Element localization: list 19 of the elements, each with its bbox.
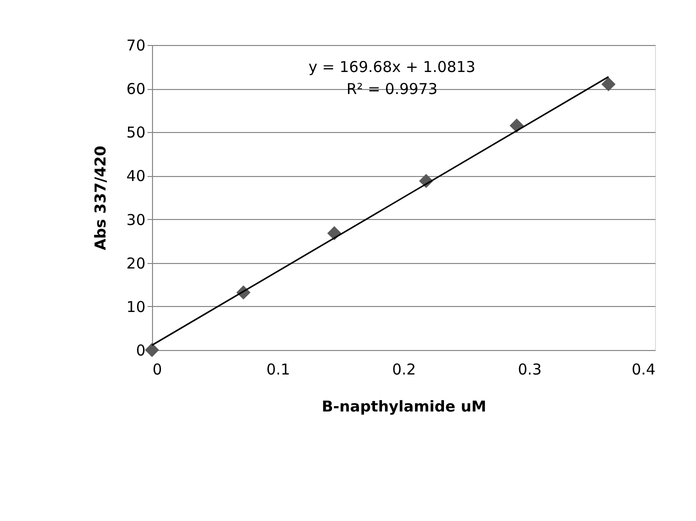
y-tick-label: 20 (126, 254, 146, 272)
x-tick-label: 0.2 (392, 360, 416, 378)
point (144, 342, 160, 358)
y-tick-label: 50 (126, 124, 146, 142)
point (601, 77, 616, 92)
x-axis-title: B-napthylamide uM (322, 398, 486, 416)
x-tick-label: 0.4 (632, 360, 656, 378)
y-tick-label: 70 (126, 36, 146, 54)
y-tick-label: 60 (126, 80, 146, 98)
x-tick-label: 0.3 (518, 360, 542, 378)
annotation: R² = 0.9973 (346, 80, 438, 98)
y-tick-label: 0 (136, 342, 146, 360)
y-tick-label: 10 (126, 298, 146, 316)
x-tick-label: 0.1 (266, 360, 290, 378)
y-axis-title: Abs 337/420 (91, 146, 110, 250)
annotation: y = 169.68x + 1.0813 (308, 58, 476, 76)
x-tick-label: 0 (152, 360, 162, 378)
y-tick-label: 30 (126, 210, 146, 229)
y-tick-label: 40 (126, 167, 146, 186)
